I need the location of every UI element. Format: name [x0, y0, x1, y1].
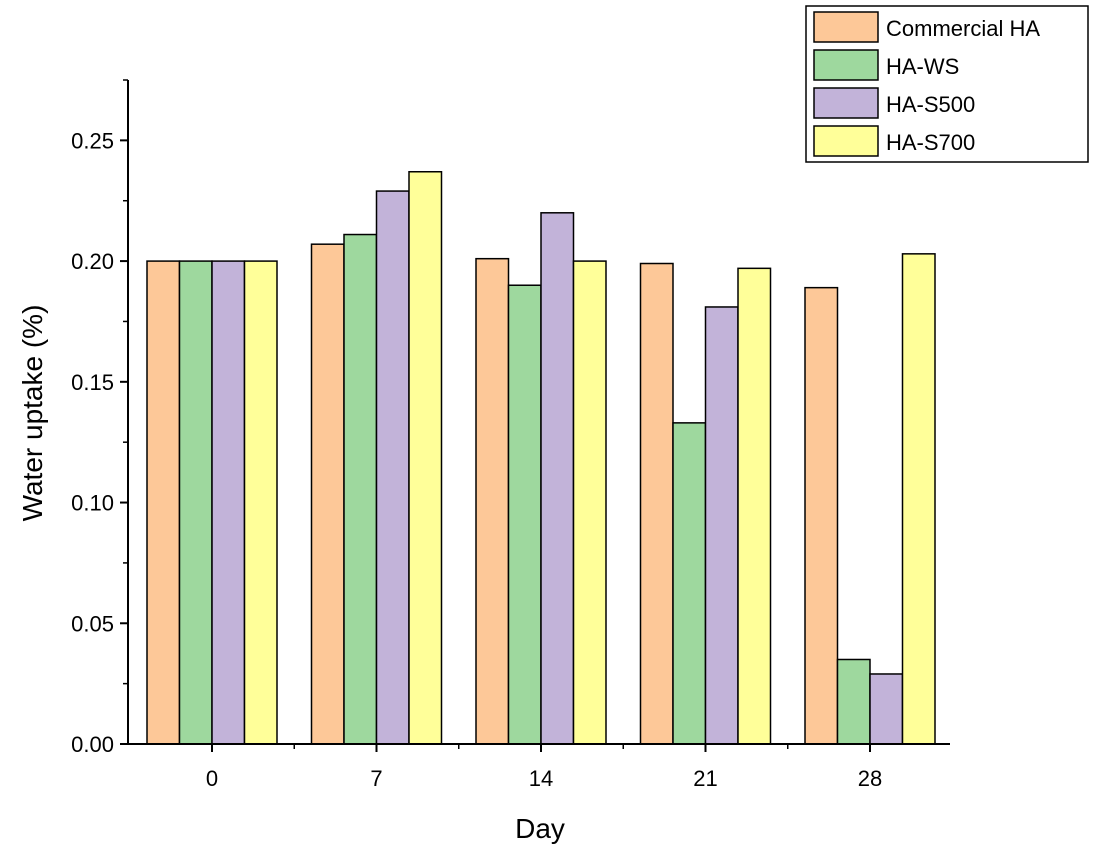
legend: Commercial HA HA-WS HA-S500 HA-S700 — [805, 5, 1089, 163]
y-axis-ticks: 0.00 0.05 0.10 0.15 0.20 0.25 — [71, 79, 128, 757]
y-tick-label: 0.10 — [71, 491, 114, 516]
bar-ha-s700-day-21 — [737, 267, 772, 745]
bar-ha-s500-day-0 — [211, 260, 246, 745]
axes-group — [127, 80, 950, 745]
bar-ha-ws-day-21 — [672, 422, 707, 745]
x-tick-label: 7 — [370, 766, 382, 791]
y-tick-label: 0.05 — [71, 611, 114, 636]
x-tick-label: 28 — [858, 766, 882, 791]
bar-ha-s500-day-21 — [704, 306, 739, 745]
bar-commercial-ha-day-21 — [639, 262, 674, 745]
legend-label: HA-S500 — [886, 92, 975, 117]
legend-swatch — [813, 49, 879, 81]
bars-group — [146, 171, 936, 745]
y-tick-label: 0.25 — [71, 128, 114, 153]
x-axis-ticks: 0 7 14 21 28 — [206, 744, 882, 791]
x-tick-label: 14 — [529, 766, 553, 791]
bar-ha-ws-day-28 — [836, 658, 871, 745]
x-tick-label: 0 — [206, 766, 218, 791]
legend-label: HA-S700 — [886, 130, 975, 155]
bar-ha-s700-day-0 — [243, 260, 278, 745]
bar-commercial-ha-day-14 — [475, 257, 510, 745]
bar-ha-s500-day-14 — [540, 212, 575, 745]
bar-ha-s700-day-14 — [572, 260, 607, 745]
bar-ha-ws-day-14 — [507, 284, 542, 745]
bar-ha-ws-day-7 — [343, 233, 378, 745]
x-axis-title: Day — [515, 813, 565, 844]
bar-ha-s700-day-7 — [408, 171, 443, 745]
bar-commercial-ha-day-0 — [146, 260, 181, 745]
bar-ha-s500-day-7 — [375, 190, 410, 745]
y-tick-label: 0.15 — [71, 370, 114, 395]
legend-label: HA-WS — [886, 54, 959, 79]
y-tick-label: 0.00 — [71, 732, 114, 757]
legend-label: Commercial HA — [886, 16, 1040, 41]
y-axis-title: Water uptake (%) — [17, 305, 48, 522]
legend-swatch — [813, 11, 879, 43]
bar-ha-s700-day-28 — [901, 253, 936, 745]
bar-commercial-ha-day-28 — [804, 286, 839, 745]
bar-commercial-ha-day-7 — [310, 243, 345, 745]
x-tick-label: 21 — [693, 766, 717, 791]
y-tick-label: 0.20 — [71, 249, 114, 274]
legend-swatch — [813, 125, 879, 157]
bar-ha-s500-day-28 — [869, 673, 904, 745]
legend-swatch — [813, 87, 879, 119]
bar-ha-ws-day-0 — [178, 260, 213, 745]
